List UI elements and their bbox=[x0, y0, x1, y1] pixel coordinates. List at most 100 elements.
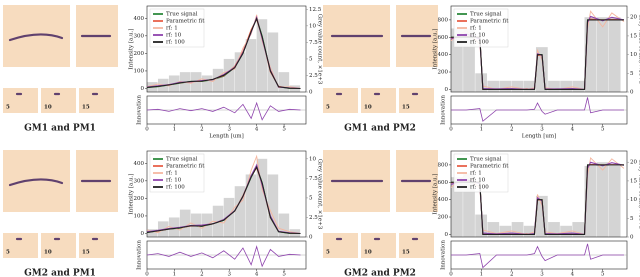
y2-tick-label: 10 bbox=[309, 156, 316, 162]
plot-frame bbox=[450, 5, 628, 93]
y-axis-label: Intensity [a.u.] bbox=[433, 29, 439, 70]
thumbnail-label: 10 bbox=[364, 250, 372, 256]
histogram-bar bbox=[548, 80, 560, 92]
y-tick-label: 200 bbox=[438, 215, 449, 221]
y2-tick-label: 10 bbox=[630, 197, 637, 203]
legend-label: rf: 1 bbox=[470, 171, 482, 177]
histogram-bar bbox=[487, 80, 500, 92]
thumbnail-label: 10 bbox=[44, 105, 52, 111]
histogram-bar bbox=[560, 225, 572, 237]
legend-label: True signal bbox=[470, 157, 502, 163]
x-axis-label: Length [um] bbox=[522, 134, 557, 140]
x-tick-label: 1 bbox=[173, 127, 177, 133]
y-axis-label: Intensity [a.u.] bbox=[433, 174, 439, 215]
thumbnail-label: 5 bbox=[6, 105, 10, 111]
thumbnail-label: 10 bbox=[44, 250, 52, 256]
x-tick-label: 3 bbox=[540, 127, 544, 133]
thumbnail-object bbox=[8, 178, 64, 187]
y-tick-label: 400 bbox=[134, 16, 145, 22]
y-tick-label: 400 bbox=[438, 52, 449, 58]
legend-label: rf: 100 bbox=[470, 40, 489, 46]
x-tick-label: 0 bbox=[145, 272, 149, 277]
y2-tick-label: 15 bbox=[630, 33, 637, 39]
x-tick-label: 4 bbox=[255, 272, 259, 277]
x-tick-label: 4 bbox=[571, 127, 575, 133]
y2-tick-label: 20 bbox=[630, 15, 637, 21]
legend-label: Parametric fit bbox=[470, 164, 509, 170]
y-tick-label: 100 bbox=[134, 68, 145, 74]
legend-label: Parametric fit bbox=[166, 19, 205, 25]
y-tick-label: 300 bbox=[134, 33, 145, 39]
legend-label: rf: 10 bbox=[166, 33, 182, 39]
y-tick-label: 0 bbox=[445, 87, 449, 93]
innovation-line bbox=[451, 243, 624, 269]
y2-tick-label: 0 bbox=[309, 235, 313, 241]
x-tick-label: 5 bbox=[601, 127, 605, 133]
y-tick-label: 800 bbox=[438, 162, 449, 168]
y-tick-label: 0 bbox=[141, 231, 145, 237]
innovation-label: Innovation bbox=[137, 240, 143, 270]
thumbnail-label: 5 bbox=[6, 250, 10, 256]
y-tick-label: 200 bbox=[134, 51, 145, 57]
thumbnail bbox=[399, 88, 434, 113]
histogram-bar bbox=[463, 28, 475, 92]
thumbnail bbox=[3, 233, 38, 258]
histogram-bar bbox=[190, 72, 202, 92]
y-axis-label: Intensity [a.u.] bbox=[129, 29, 135, 70]
legend-label: rf: 100 bbox=[470, 185, 489, 191]
innovation-line bbox=[146, 245, 301, 268]
series-line bbox=[146, 17, 301, 90]
series-line bbox=[450, 164, 624, 235]
innovation-line bbox=[451, 97, 624, 122]
y2-tick-label: 0 bbox=[630, 90, 634, 96]
x-axis-label: Length [um] bbox=[209, 134, 244, 140]
thumbnail-label: 15 bbox=[402, 250, 410, 256]
histogram-bar bbox=[548, 222, 560, 237]
histogram-bar bbox=[179, 209, 191, 237]
x-tick-label: 3 bbox=[227, 127, 231, 133]
thumbnail bbox=[41, 233, 76, 258]
legend-label: True signal bbox=[470, 12, 502, 18]
legend-label: Parametric fit bbox=[470, 19, 509, 25]
thumbnail-label: 5 bbox=[326, 250, 330, 256]
histogram-bar bbox=[212, 68, 224, 92]
legend-label: rf: 1 bbox=[470, 26, 482, 32]
histogram-bar bbox=[278, 213, 290, 237]
histogram-bar bbox=[608, 165, 621, 237]
y2-axis-label: Grey value count, ×1e+3 bbox=[638, 159, 640, 230]
x-tick-label: 3 bbox=[227, 272, 231, 277]
x-tick-label: 4 bbox=[571, 272, 575, 277]
thumbnail-label: 5 bbox=[326, 105, 330, 111]
y2-tick-label: 2.5 bbox=[309, 73, 318, 79]
x-tick-label: 0 bbox=[449, 272, 453, 277]
thumbnail bbox=[399, 233, 434, 258]
y2-tick-label: 5 bbox=[309, 56, 313, 62]
thumbnail bbox=[3, 150, 70, 212]
histogram-bar bbox=[499, 225, 512, 237]
plot-frame bbox=[146, 5, 307, 93]
legend-label: rf: 10 bbox=[166, 178, 182, 184]
y2-axis-label: Grey value count, ×1e+3 bbox=[317, 14, 323, 85]
x-tick-label: 0 bbox=[449, 127, 453, 133]
y2-tick-label: 5 bbox=[309, 195, 313, 201]
series-line bbox=[146, 165, 301, 235]
y-tick-label: 0 bbox=[445, 232, 449, 238]
histogram-bar bbox=[584, 17, 597, 92]
histogram-bar bbox=[245, 174, 257, 237]
legend-label: rf: 1 bbox=[166, 171, 178, 177]
y-tick-label: 400 bbox=[134, 161, 145, 167]
histogram-bar bbox=[201, 75, 213, 92]
histogram-bar bbox=[267, 174, 279, 237]
histogram-bar bbox=[596, 17, 609, 92]
histogram-bar bbox=[572, 222, 585, 237]
thumbnail bbox=[3, 5, 70, 67]
thumbnail-label: 15 bbox=[82, 105, 90, 111]
y2-tick-label: 10 bbox=[630, 52, 637, 58]
histogram-bar bbox=[223, 58, 235, 92]
y-axis-label: Intensity [a.u.] bbox=[129, 174, 135, 215]
y-tick-label: 600 bbox=[438, 35, 449, 41]
y-tick-label: 600 bbox=[438, 180, 449, 186]
histogram-bar bbox=[234, 52, 246, 92]
legend-label: rf: 100 bbox=[166, 40, 185, 46]
histogram-bar bbox=[245, 39, 257, 92]
